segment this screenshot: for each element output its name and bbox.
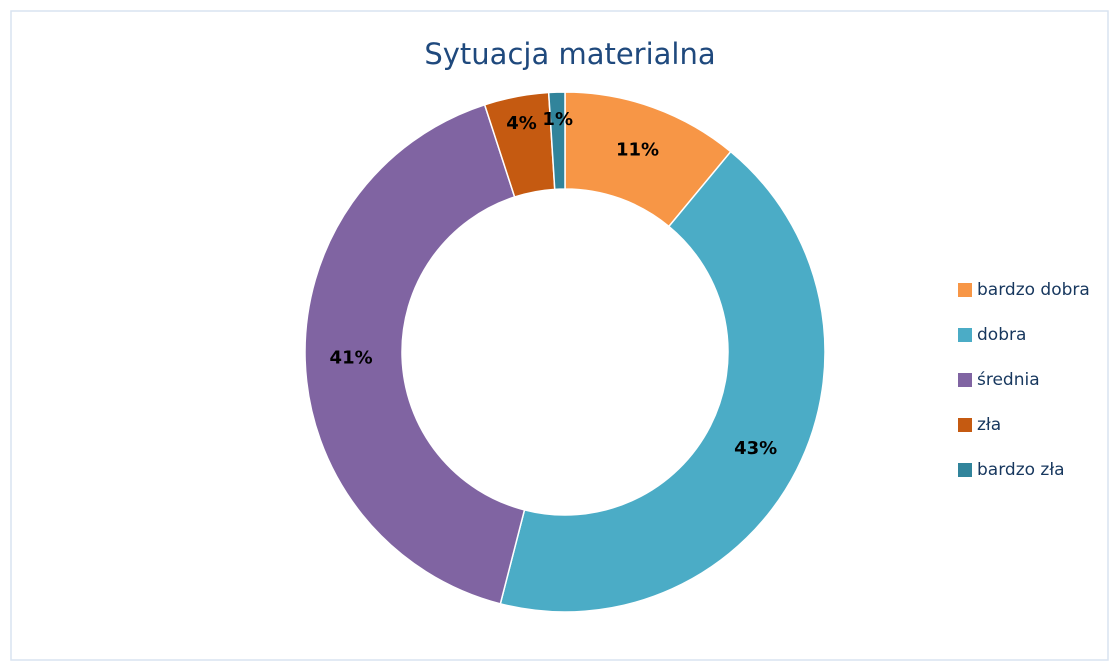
donut-slice <box>547 91 566 191</box>
legend-swatch <box>958 418 972 432</box>
legend-swatch <box>958 283 972 297</box>
donut-slice <box>304 103 526 605</box>
data-label: 4% <box>506 113 537 134</box>
legend-swatch <box>958 328 972 342</box>
legend-swatch <box>958 463 972 477</box>
legend-label: bardzo dobra <box>977 280 1090 300</box>
data-label: 11% <box>616 140 659 161</box>
legend-swatch <box>958 373 972 387</box>
data-label: 41% <box>330 348 373 369</box>
legend-label: dobra <box>977 325 1026 345</box>
legend-label: bardzo zła <box>977 460 1065 480</box>
data-label: 43% <box>734 438 777 459</box>
chart-title: Sytuacja materialna <box>424 37 715 71</box>
legend-label: średnia <box>977 370 1040 390</box>
donut-slice <box>499 150 826 613</box>
legend-label: zła <box>977 415 1001 435</box>
data-label: 1% <box>542 109 573 130</box>
